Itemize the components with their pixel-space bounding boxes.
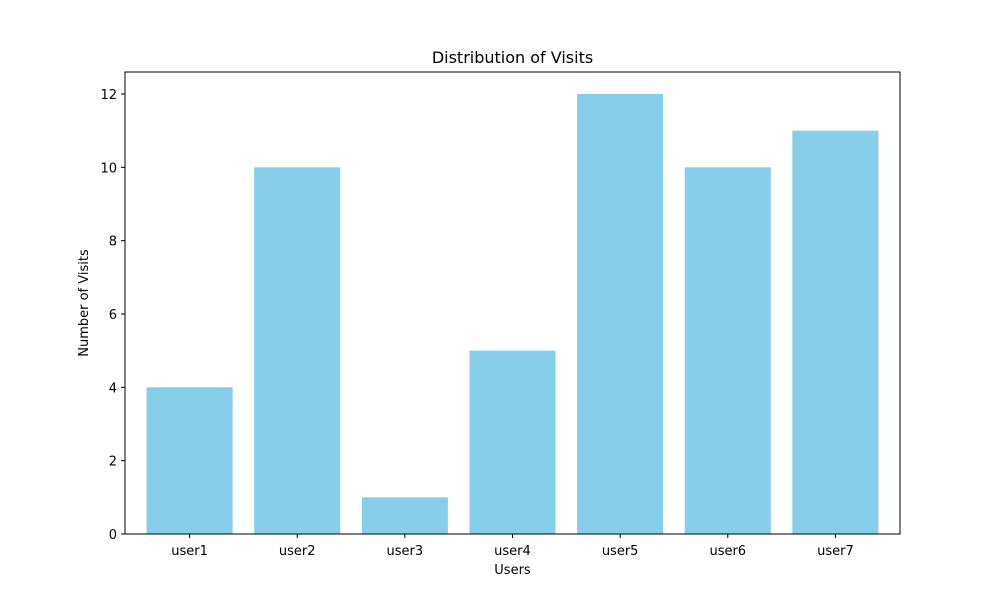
y-tick-label: 0 [109, 528, 117, 543]
y-tick-label: 4 [109, 381, 117, 396]
x-tick-label: user7 [817, 544, 854, 559]
y-tick-label: 12 [100, 88, 117, 103]
x-axis-ticks: user1 user2 user3 user4 user5 user6 user7 [171, 534, 854, 559]
chart-title: Distribution of Visits [432, 48, 593, 67]
bars-layer [146, 94, 879, 535]
bar-user3 [361, 497, 448, 534]
x-tick-label: user5 [602, 544, 639, 559]
y-tick-label: 10 [100, 161, 117, 176]
plot-frame [124, 71, 901, 535]
x-tick-label: user3 [387, 544, 424, 559]
bar-user2 [254, 167, 341, 535]
x-tick-label: user2 [279, 544, 316, 559]
x-tick-label: user4 [494, 544, 531, 559]
y-axis-title: Number of Visits [77, 249, 92, 357]
y-axis-ticks: 0 2 4 6 8 10 12 [100, 88, 125, 543]
bar-user6 [684, 167, 771, 535]
bar-user1 [146, 387, 233, 534]
bar-user5 [577, 94, 664, 534]
bar-user7 [792, 130, 879, 534]
y-tick-label: 6 [109, 308, 117, 323]
bar-user4 [469, 350, 556, 534]
y-tick-label: 8 [109, 235, 117, 250]
x-tick-label: user1 [171, 544, 208, 559]
x-tick-label: user6 [709, 544, 746, 559]
y-tick-label: 2 [109, 455, 117, 470]
x-axis-title: Users [494, 563, 531, 578]
